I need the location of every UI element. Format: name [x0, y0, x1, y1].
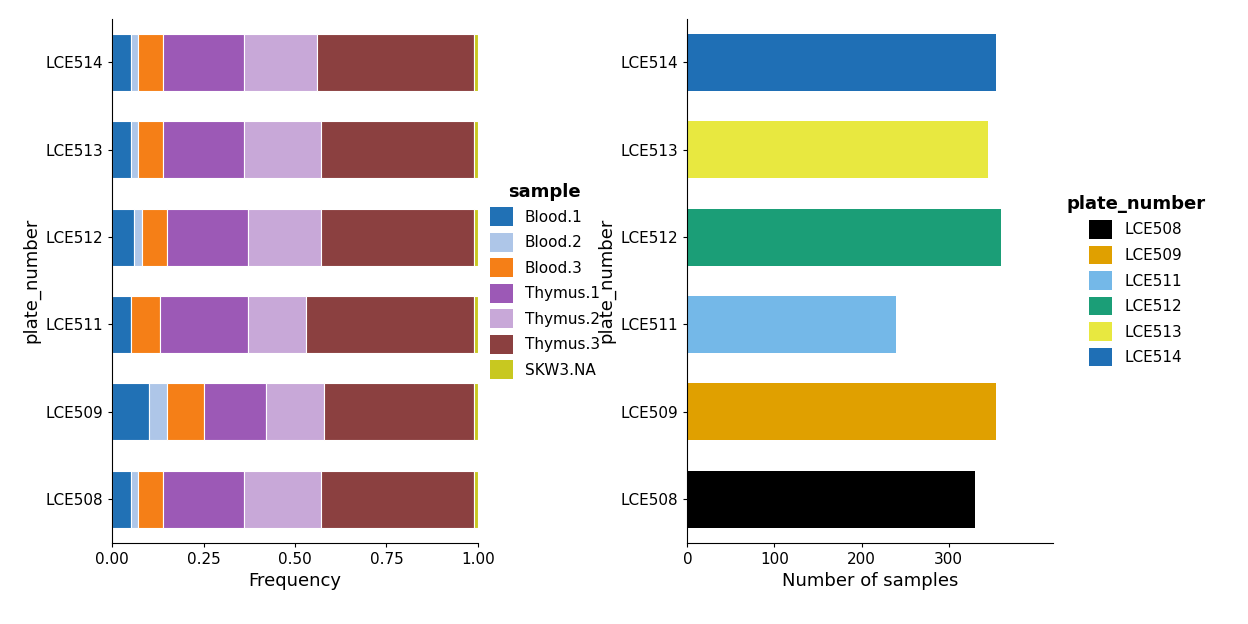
Bar: [135, 209, 141, 266]
Bar: [112, 383, 149, 441]
Bar: [139, 470, 163, 528]
Bar: [112, 470, 131, 528]
Bar: [167, 383, 203, 441]
Bar: [474, 470, 478, 528]
Bar: [203, 383, 266, 441]
Bar: [149, 383, 167, 441]
Bar: [306, 296, 474, 353]
Bar: [688, 383, 996, 441]
Bar: [688, 470, 975, 528]
Bar: [163, 122, 243, 178]
Bar: [324, 383, 474, 441]
Bar: [112, 34, 131, 91]
Bar: [688, 34, 996, 91]
Bar: [474, 34, 478, 91]
Bar: [688, 296, 896, 353]
Bar: [131, 122, 139, 178]
Bar: [163, 470, 243, 528]
Bar: [243, 34, 317, 91]
Bar: [112, 122, 131, 178]
Bar: [474, 209, 478, 266]
Bar: [243, 122, 321, 178]
Bar: [688, 209, 1001, 266]
Legend: LCE508, LCE509, LCE511, LCE512, LCE513, LCE514: LCE508, LCE509, LCE511, LCE512, LCE513, …: [1066, 195, 1206, 366]
Bar: [139, 122, 163, 178]
X-axis label: Frequency: Frequency: [248, 572, 342, 590]
Bar: [247, 209, 321, 266]
Bar: [112, 296, 131, 353]
Bar: [321, 122, 474, 178]
X-axis label: Number of samples: Number of samples: [782, 572, 958, 590]
Bar: [139, 34, 163, 91]
Bar: [131, 34, 139, 91]
Bar: [688, 122, 987, 178]
Bar: [163, 34, 243, 91]
Bar: [141, 209, 167, 266]
Bar: [266, 383, 324, 441]
Y-axis label: plate_number: plate_number: [597, 218, 615, 343]
Bar: [321, 209, 474, 266]
Bar: [474, 296, 478, 353]
Bar: [131, 470, 139, 528]
Bar: [112, 209, 135, 266]
Bar: [321, 470, 474, 528]
Bar: [131, 296, 160, 353]
Bar: [474, 122, 478, 178]
Bar: [243, 470, 321, 528]
Y-axis label: plate_number: plate_number: [21, 218, 40, 343]
Bar: [247, 296, 306, 353]
Legend: Blood.1, Blood.2, Blood.3, Thymus.1, Thymus.2, Thymus.3, SKW3.NA: Blood.1, Blood.2, Blood.3, Thymus.1, Thy…: [489, 182, 600, 379]
Bar: [160, 296, 247, 353]
Bar: [317, 34, 474, 91]
Bar: [167, 209, 247, 266]
Bar: [474, 383, 478, 441]
